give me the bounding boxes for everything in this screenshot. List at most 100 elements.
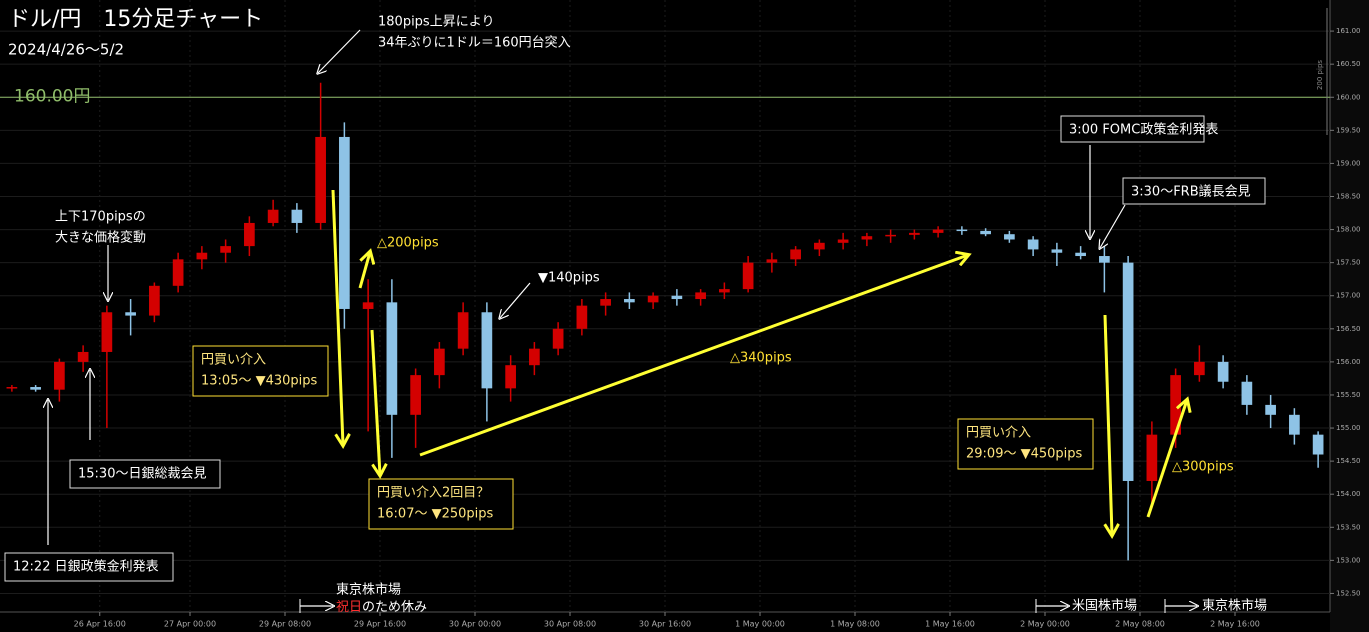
annotation-text: △340pips	[730, 351, 792, 366]
candle-body	[1194, 361, 1205, 376]
candle-body	[6, 387, 18, 389]
y-tick-label: 160.00	[1336, 93, 1361, 101]
x-tick-label: 2 May 00:00	[1020, 620, 1070, 629]
annotation: 12:22 日銀政策金利発表	[4, 552, 174, 582]
annotation: △340pips	[730, 351, 792, 366]
candle-body	[600, 299, 611, 306]
candle-body	[719, 289, 730, 293]
candle-body	[1241, 381, 1253, 405]
annotation-text: 180pips上昇により	[378, 15, 494, 30]
annotation: ▼140pips	[538, 271, 600, 286]
candle-body	[1146, 434, 1158, 481]
candle-body	[434, 348, 445, 376]
y-tick-label: 154.50	[1336, 457, 1361, 465]
x-tick-label: 29 Apr 08:00	[259, 620, 311, 629]
candle-body	[1027, 239, 1039, 250]
annotation-text: 16:07～ ▼250pips	[377, 507, 494, 522]
annotation-text: 29:09～ ▼450pips	[966, 447, 1083, 462]
candle-body	[576, 305, 588, 329]
annotation-text: 34年ぶりに1ドル＝160円台突入	[378, 35, 571, 51]
candle-body	[172, 259, 184, 286]
annotation-box	[957, 418, 1094, 470]
y-tick-label: 154.00	[1336, 490, 1361, 498]
candle-body	[695, 292, 706, 300]
annotation: 米国株市場	[1072, 598, 1137, 614]
annotation: 円買い介入2回目？ 16:07～ ▼250pips	[368, 478, 514, 530]
annotation: 180pips上昇により 34年ぶりに1ドル＝160円台突入	[378, 15, 571, 51]
annotation-box	[4, 552, 174, 582]
y-tick-label: 153.00	[1336, 556, 1361, 564]
y-tick-label: 156.50	[1336, 325, 1361, 333]
candle-body	[220, 246, 231, 253]
y-tick-label: 161.00	[1336, 27, 1361, 35]
x-tick-label: 30 Apr 16:00	[639, 620, 691, 629]
trend-arrow	[1146, 400, 1187, 518]
candle-body	[481, 312, 493, 389]
candle-body	[410, 375, 421, 415]
scale-label: 200 pips	[1316, 60, 1324, 90]
candle-body	[1099, 256, 1110, 263]
candle-body	[339, 136, 350, 309]
annotation: 円買い介入 29:09～ ▼450pips	[957, 418, 1094, 470]
annotation-arrow	[318, 29, 361, 73]
x-tick-label: 2 May 16:00	[1210, 620, 1260, 629]
y-tick-label: 156.00	[1336, 358, 1361, 366]
candle-body	[647, 295, 659, 303]
candle-body	[505, 365, 516, 389]
candle-body	[386, 302, 398, 415]
candle-body	[315, 136, 326, 223]
annotation-text: 東京株市場	[336, 582, 401, 598]
candle-body	[125, 312, 136, 316]
annotation: 3:30～FRB議長会見	[1122, 177, 1266, 205]
annotation-text: 上下170pipsの	[55, 210, 146, 225]
annotation-text: 東京株市場	[1202, 598, 1267, 614]
annotation-arrow	[500, 282, 531, 318]
x-tick-label: 27 Apr 00:00	[164, 620, 216, 629]
x-tick-label: 1 May 16:00	[925, 620, 975, 629]
chart-subtitle: 2024/4/26～5/2	[8, 41, 124, 59]
annotation-text: 祝日のため休み	[336, 600, 427, 615]
y-tick-label: 159.50	[1336, 126, 1361, 134]
candle-body	[552, 328, 564, 349]
candle-body	[861, 236, 873, 240]
candle-body	[1312, 434, 1324, 455]
annotation-text: 米国株市場	[1072, 598, 1137, 614]
chart-title: ドル/円 15分足チャート	[8, 7, 263, 32]
x-tick-label: 30 Apr 00:00	[449, 620, 501, 629]
candle-body	[932, 229, 944, 233]
annotation-box	[1060, 115, 1205, 143]
x-tick-label: 2 May 08:00	[1115, 620, 1165, 629]
y-tick-label: 155.00	[1336, 424, 1361, 432]
annotation: 円買い介入 13:05～ ▼430pips	[192, 345, 329, 397]
y-tick-label: 158.50	[1336, 192, 1361, 200]
y-tick-label: 153.50	[1336, 523, 1361, 531]
y-tick-label: 157.50	[1336, 259, 1361, 267]
annotation-box	[69, 459, 221, 489]
annotation-arrow	[1100, 204, 1126, 248]
candle-body	[742, 262, 754, 290]
trend-arrow	[331, 189, 343, 445]
annotation: △300pips	[1172, 460, 1234, 475]
candle-body	[77, 351, 89, 362]
annotation-text: △300pips	[1172, 460, 1234, 475]
candle-body	[1122, 262, 1134, 481]
y-tick-label: 159.00	[1336, 159, 1361, 167]
candle-body	[149, 285, 160, 316]
trend-arrow	[1103, 314, 1112, 535]
annotation-text: 3:00 FOMC政策金利発表	[1069, 122, 1218, 138]
annotation-text: 3:30～FRB議長会見	[1131, 185, 1251, 200]
annotation-text: △200pips	[377, 236, 439, 251]
annotation: △200pips	[377, 236, 439, 251]
annotation-box	[368, 478, 514, 530]
y-tick-label: 158.00	[1336, 226, 1361, 234]
x-tick-label: 26 Apr 16:00	[74, 620, 126, 629]
y-tick-label: 152.50	[1336, 589, 1361, 597]
candle-body	[362, 302, 374, 309]
candle-body	[766, 259, 778, 263]
annotation-box	[192, 345, 329, 397]
candle-body	[457, 312, 469, 349]
candle-body	[267, 209, 279, 223]
candle-body	[101, 312, 113, 352]
